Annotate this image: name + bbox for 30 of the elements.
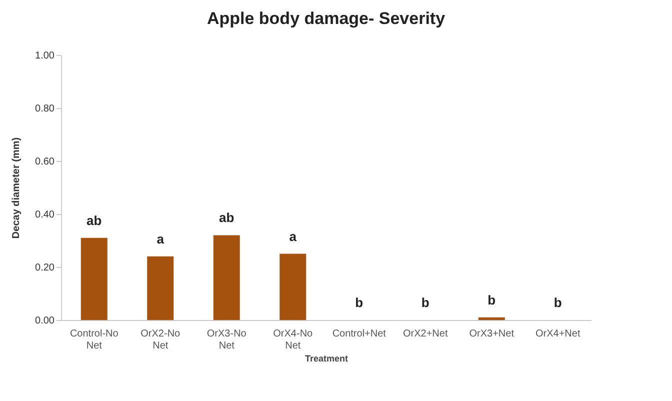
x-tick-label: OrX3+Net — [469, 328, 514, 340]
annotation: b — [488, 292, 496, 308]
chart-title: Apple body damage- Severity — [206, 9, 446, 28]
annotation: a — [156, 231, 165, 246]
annotation: b — [355, 295, 364, 310]
y-tick-label: 0.40 — [35, 210, 55, 220]
x-tick-label: OrX3-No Net — [206, 328, 247, 352]
bar — [213, 235, 240, 320]
bar — [478, 317, 505, 320]
x-tick-label: OrX2+Net — [403, 328, 448, 340]
annotation: a — [289, 228, 298, 244]
x-tick-label: Control-No Net — [70, 328, 119, 352]
annotation: ab — [86, 212, 102, 228]
bar — [280, 254, 306, 320]
x-axis-title: Treatment — [304, 354, 348, 364]
y-tick-label: 0.20 — [35, 262, 55, 274]
x-tick-label: OrX2-No Net — [140, 328, 181, 352]
bar — [147, 256, 174, 320]
x-tick-label: OrX4+Net — [536, 328, 580, 340]
y-tick-label: 0.80 — [35, 104, 55, 114]
annotation: b — [421, 295, 430, 310]
y-tick-label: 0.60 — [35, 156, 55, 168]
y-axis-title: Decay diameter (mm) — [11, 137, 22, 239]
annotation: b — [554, 295, 562, 310]
bar — [80, 238, 108, 320]
y-tick-label: 0.00 — [35, 316, 55, 326]
x-tick-label: OrX4-No Net — [273, 328, 314, 352]
y-tick-label: 1.00 — [35, 50, 55, 62]
annotation: ab — [219, 210, 234, 226]
x-tick-label: Control+Net — [332, 328, 386, 340]
